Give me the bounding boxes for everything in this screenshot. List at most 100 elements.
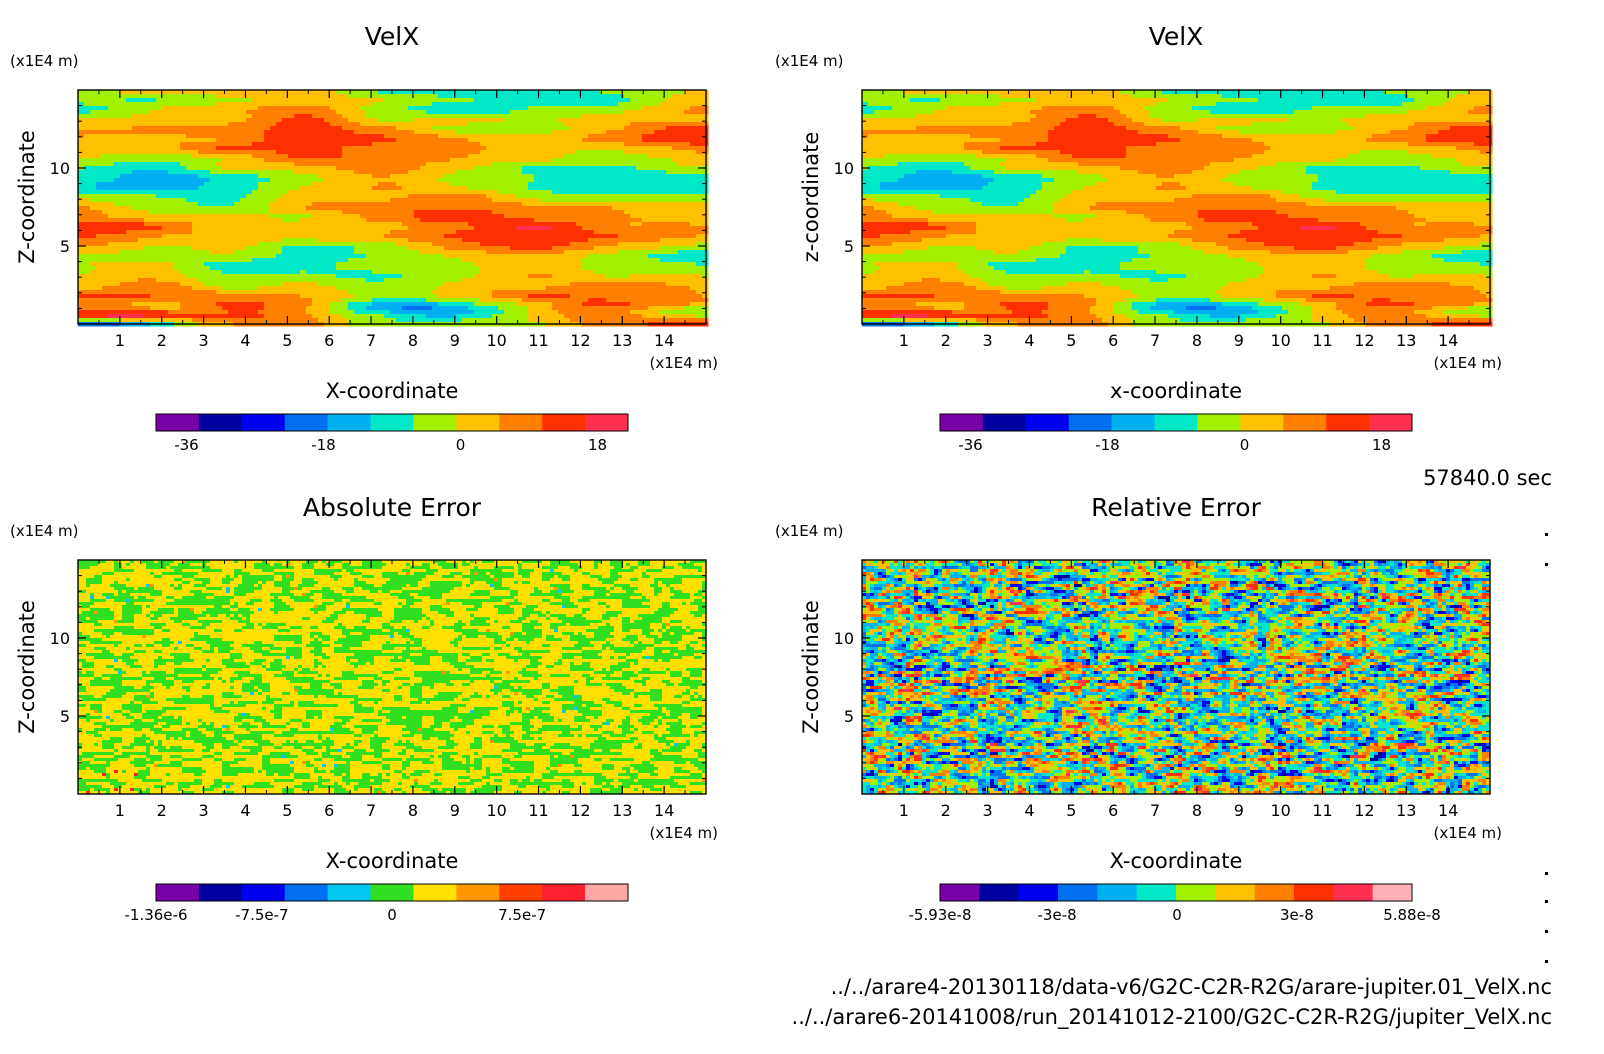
field-cell — [330, 126, 337, 131]
field-cell — [438, 126, 445, 131]
field-cell — [174, 178, 181, 183]
field-cell — [96, 210, 103, 215]
field-cell — [330, 138, 337, 143]
field-cell — [546, 194, 553, 199]
field-cell — [432, 110, 439, 115]
field-cell — [654, 202, 661, 207]
field-cell — [168, 278, 175, 283]
field-cell — [606, 146, 613, 151]
field-cell — [582, 98, 589, 103]
field-cell — [420, 218, 427, 223]
field-cell — [438, 190, 445, 195]
field-cell — [444, 262, 451, 267]
field-cell — [444, 174, 451, 179]
field-cell — [282, 254, 289, 259]
field-cell — [672, 106, 679, 111]
field-cell — [492, 274, 499, 279]
field-cell — [648, 194, 655, 199]
field-cell — [306, 94, 313, 99]
field-cell — [330, 202, 337, 207]
field-cell — [96, 158, 103, 163]
field-cell — [486, 178, 493, 183]
field-cell — [366, 126, 373, 131]
field-cell — [96, 130, 103, 135]
field-cell — [228, 186, 235, 191]
field-cell — [438, 118, 445, 123]
field-cell — [144, 174, 151, 179]
field-cell — [414, 162, 421, 167]
field-cell — [480, 210, 487, 215]
field-cell — [564, 262, 571, 267]
field-cell — [354, 254, 361, 259]
field-cell — [204, 158, 211, 163]
field-cell — [366, 110, 373, 115]
field-cell — [162, 90, 169, 95]
field-cell — [150, 114, 157, 119]
field-cell — [294, 250, 301, 255]
field-cell — [180, 138, 187, 143]
field-cell — [252, 138, 259, 143]
field-cell — [348, 274, 355, 279]
field-cell — [300, 90, 307, 95]
field-cell — [156, 106, 163, 111]
field-cell — [168, 190, 175, 195]
field-cell — [510, 98, 517, 103]
field-cell — [462, 274, 469, 279]
field-cell — [234, 242, 241, 247]
field-cell — [348, 178, 355, 183]
field-cell — [594, 246, 601, 251]
field-cell — [336, 186, 343, 191]
field-cell — [336, 222, 343, 227]
field-cell — [606, 178, 613, 183]
field-cell — [540, 102, 547, 107]
field-cell — [174, 150, 181, 155]
field-cell — [162, 98, 169, 103]
field-cell — [426, 150, 433, 155]
field-cell — [390, 226, 397, 231]
field-cell — [540, 246, 547, 251]
field-cell — [342, 234, 349, 239]
field-cell — [690, 266, 697, 271]
field-cell — [246, 138, 253, 143]
field-cell — [186, 274, 193, 279]
field-cell — [528, 274, 535, 279]
field-cell — [228, 226, 235, 231]
field-cell — [306, 138, 313, 143]
field-cell — [408, 94, 415, 99]
field-cell — [444, 106, 451, 111]
field-cell — [126, 194, 133, 199]
field-cell — [276, 266, 283, 271]
field-cell — [192, 222, 199, 227]
field-cell — [204, 222, 211, 227]
field-cell — [264, 98, 271, 103]
field-cell — [492, 170, 499, 175]
field-cell — [108, 202, 115, 207]
field-cell — [366, 258, 373, 263]
field-cell — [408, 262, 415, 267]
field-cell — [636, 122, 643, 127]
field-cell — [468, 266, 475, 271]
field-cell — [444, 218, 451, 223]
field-cell — [294, 90, 301, 95]
field-cell — [636, 242, 643, 247]
field-cell — [228, 210, 235, 215]
field-cell — [90, 150, 97, 155]
field-cell — [192, 122, 199, 127]
field-cell — [216, 230, 223, 235]
field-cell — [486, 190, 493, 195]
field-cell — [492, 254, 499, 259]
field-cell — [294, 146, 301, 151]
field-cell — [294, 226, 301, 231]
field-cell — [558, 98, 565, 103]
field-cell — [204, 270, 211, 275]
field-cell — [294, 102, 301, 107]
field-cell — [576, 266, 583, 271]
field-cell — [360, 110, 367, 115]
field-cell — [366, 190, 373, 195]
field-cell — [222, 210, 229, 215]
field-cell — [270, 198, 277, 203]
field-cell — [330, 226, 337, 231]
field-cell — [228, 94, 235, 99]
field-cell — [540, 242, 547, 247]
field-cell — [654, 218, 661, 223]
